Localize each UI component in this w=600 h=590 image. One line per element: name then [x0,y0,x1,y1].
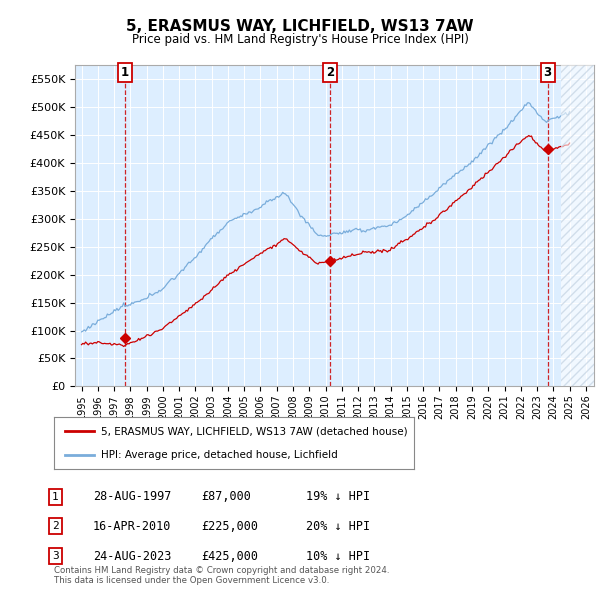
Text: 5, ERASMUS WAY, LICHFIELD, WS13 7AW: 5, ERASMUS WAY, LICHFIELD, WS13 7AW [126,19,474,34]
Text: Price paid vs. HM Land Registry's House Price Index (HPI): Price paid vs. HM Land Registry's House … [131,33,469,46]
Text: Contains HM Land Registry data © Crown copyright and database right 2024.
This d: Contains HM Land Registry data © Crown c… [54,566,389,585]
Text: 1: 1 [121,67,129,80]
Text: £425,000: £425,000 [201,550,258,563]
Text: 28-AUG-1997: 28-AUG-1997 [93,490,172,503]
Text: 20% ↓ HPI: 20% ↓ HPI [306,520,370,533]
Text: 5, ERASMUS WAY, LICHFIELD, WS13 7AW (detached house): 5, ERASMUS WAY, LICHFIELD, WS13 7AW (det… [101,426,407,436]
Text: 1: 1 [52,492,59,502]
Text: £225,000: £225,000 [201,520,258,533]
Text: £87,000: £87,000 [201,490,251,503]
Text: 10% ↓ HPI: 10% ↓ HPI [306,550,370,563]
Text: 24-AUG-2023: 24-AUG-2023 [93,550,172,563]
Text: 2: 2 [326,67,334,80]
Bar [562,65,594,386]
Text: 16-APR-2010: 16-APR-2010 [93,520,172,533]
Text: 19% ↓ HPI: 19% ↓ HPI [306,490,370,503]
Text: 2: 2 [52,522,59,531]
Text: 3: 3 [544,67,551,80]
Text: 3: 3 [52,552,59,561]
Text: HPI: Average price, detached house, Lichfield: HPI: Average price, detached house, Lich… [101,450,338,460]
